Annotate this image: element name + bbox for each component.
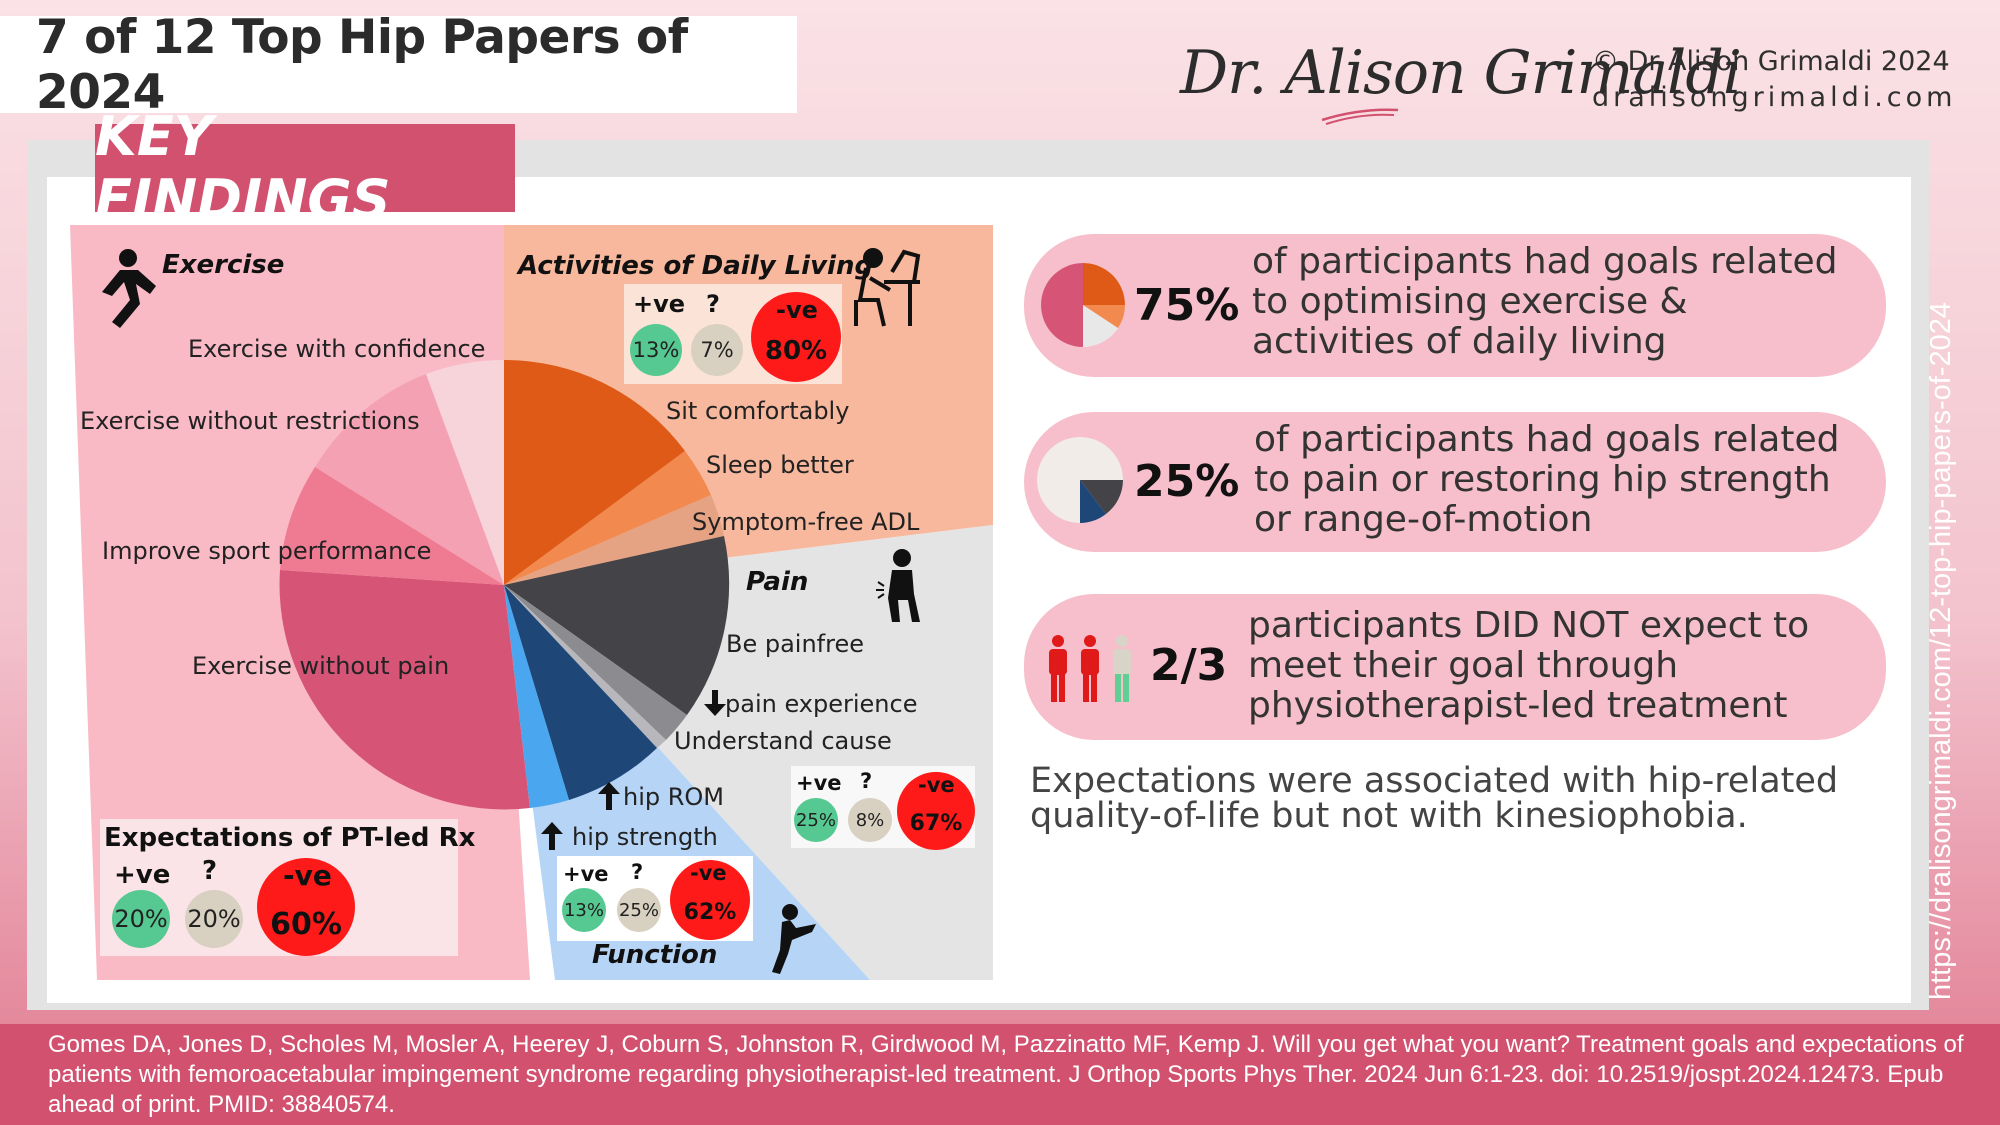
function-negative-label: -ve xyxy=(690,861,727,885)
pie-slice-sleep-better xyxy=(504,451,711,585)
copyright-text: © Dr Alison Grimaldi 2024 xyxy=(1592,46,1950,77)
pt-positive-circle: 20% xyxy=(112,890,170,948)
adl-unknown-label: ? xyxy=(706,290,720,318)
adl-negative-label: -ve xyxy=(776,296,818,324)
label-exercise-without-restrictions: Exercise without restrictions xyxy=(80,407,420,435)
running-person-icon xyxy=(102,249,156,328)
adl-positive-label: +ve xyxy=(633,290,686,318)
signature-flourish xyxy=(1321,108,1399,125)
website-text: dralisongrimaldi.com xyxy=(1592,82,1957,113)
pain-negative-circle: 67% xyxy=(897,772,975,850)
pie-slice-sit-comfortably xyxy=(504,359,685,585)
label-be-painfree: Be painfree xyxy=(726,630,864,658)
pt-unknown-circle: 20% xyxy=(185,890,243,948)
vertical-url-link[interactable]: https://dralisongrimaldi.com/12-top-hip-… xyxy=(1925,302,1957,1000)
mini-pie-exercise-icon xyxy=(1041,263,1125,347)
down-arrow-icon xyxy=(704,690,726,716)
finding-card-exercise xyxy=(1024,234,1886,377)
pie-slice-pain-experience xyxy=(504,585,687,740)
page-title: 7 of 12 Top Hip Papers of 2024 xyxy=(36,9,688,120)
label-symptom-free-adl: Symptom-free ADL xyxy=(692,508,920,536)
function-unknown-label: ? xyxy=(631,860,644,884)
finding-card-pain xyxy=(1024,412,1886,552)
function-negative-circle: 62% xyxy=(670,860,750,940)
category-exercise: Exercise xyxy=(162,250,285,280)
signature-logo: Dr. Alison Grimaldi xyxy=(1180,38,1742,108)
key-findings-title: KEY FINDINGS xyxy=(95,105,391,231)
function-positive-circle: 13% xyxy=(562,888,606,932)
function-unknown-circle: 25% xyxy=(617,888,661,932)
finding-value-expectations: 2/3 xyxy=(1150,640,1228,691)
mini-pie-pain-icon xyxy=(1037,437,1123,523)
finding-card-expectations xyxy=(1024,594,1886,740)
label-sit-comfortably: Sit comfortably xyxy=(666,397,850,425)
pie-slice-hip-rom xyxy=(504,585,657,800)
pt-negative-label: -ve xyxy=(283,859,332,892)
pt-unknown-label: ? xyxy=(202,856,218,886)
label-understand-cause: Understand cause xyxy=(674,727,892,755)
finding-text-exercise: of participants had goals related to opt… xyxy=(1252,241,1838,362)
label-exercise-with-confidence: Exercise with confidence xyxy=(188,335,486,363)
pie-slice-understand-cause xyxy=(504,585,666,748)
adl-positive-circle: 13% xyxy=(630,324,682,376)
pain-unknown-label: ? xyxy=(860,769,873,793)
pt-expectations-title: Expectations of PT-led Rx xyxy=(104,823,476,853)
three-people-icon xyxy=(1049,635,1131,702)
person-at-desk-icon xyxy=(854,248,921,327)
category-adl: Activities of Daily Living xyxy=(518,251,874,281)
up-arrow-icon xyxy=(598,782,620,810)
citation-bar xyxy=(0,1024,2000,1125)
pain-positive-label: +ve xyxy=(796,771,842,795)
label-sleep-better: Sleep better xyxy=(706,451,854,479)
expectations-note: Expectations were associated with hip-re… xyxy=(1030,761,1839,836)
pain-unknown-circle: 8% xyxy=(848,798,892,842)
label-pain-experience: pain experience xyxy=(725,690,918,718)
finding-text-expectations: participants DID NOT expect to meet thei… xyxy=(1248,605,1810,726)
pie-slice-symptom-free-adl xyxy=(504,495,724,585)
finding-value-exercise: 75% xyxy=(1134,280,1240,331)
pie-slice-be-painfree xyxy=(504,536,730,715)
label-hip-strength: hip strength xyxy=(572,823,718,851)
pt-negative-circle: 60% xyxy=(257,858,355,956)
citation-text: Gomes DA, Jones D, Scholes M, Mosler A, … xyxy=(48,1031,1964,1118)
label-exercise-without-pain: Exercise without pain xyxy=(192,652,450,680)
pie-slice-improve-sport xyxy=(280,467,504,585)
pie-slice-hip-strength xyxy=(504,585,569,808)
pain-negative-label: -ve xyxy=(918,773,955,797)
key-findings-banner: KEY FINDINGS xyxy=(95,105,515,231)
label-hip-rom: hip ROM xyxy=(623,783,725,811)
category-pain: Pain xyxy=(746,567,809,597)
jumping-person-icon xyxy=(772,904,816,974)
pie-slice-exercise-without-restrictions xyxy=(315,374,504,585)
finding-value-pain: 25% xyxy=(1134,456,1240,507)
adl-negative-circle: 80% xyxy=(751,292,841,382)
title-box: 7 of 12 Top Hip Papers of 2024 xyxy=(0,10,797,120)
label-improve-sport-performance: Improve sport performance xyxy=(102,537,432,565)
up-arrow-icon xyxy=(541,822,563,850)
pt-positive-label: +ve xyxy=(114,860,171,890)
category-function: Function xyxy=(592,940,718,970)
pie-slice-exercise-without-pain xyxy=(279,570,530,810)
adl-unknown-circle: 7% xyxy=(691,324,743,376)
pie-slice-exercise-with-confidence xyxy=(426,360,504,585)
pain-person-icon xyxy=(876,549,920,622)
function-positive-label: +ve xyxy=(563,862,609,886)
finding-text-pain: of participants had goals related to pai… xyxy=(1254,419,1840,540)
pain-positive-circle: 25% xyxy=(794,798,838,842)
